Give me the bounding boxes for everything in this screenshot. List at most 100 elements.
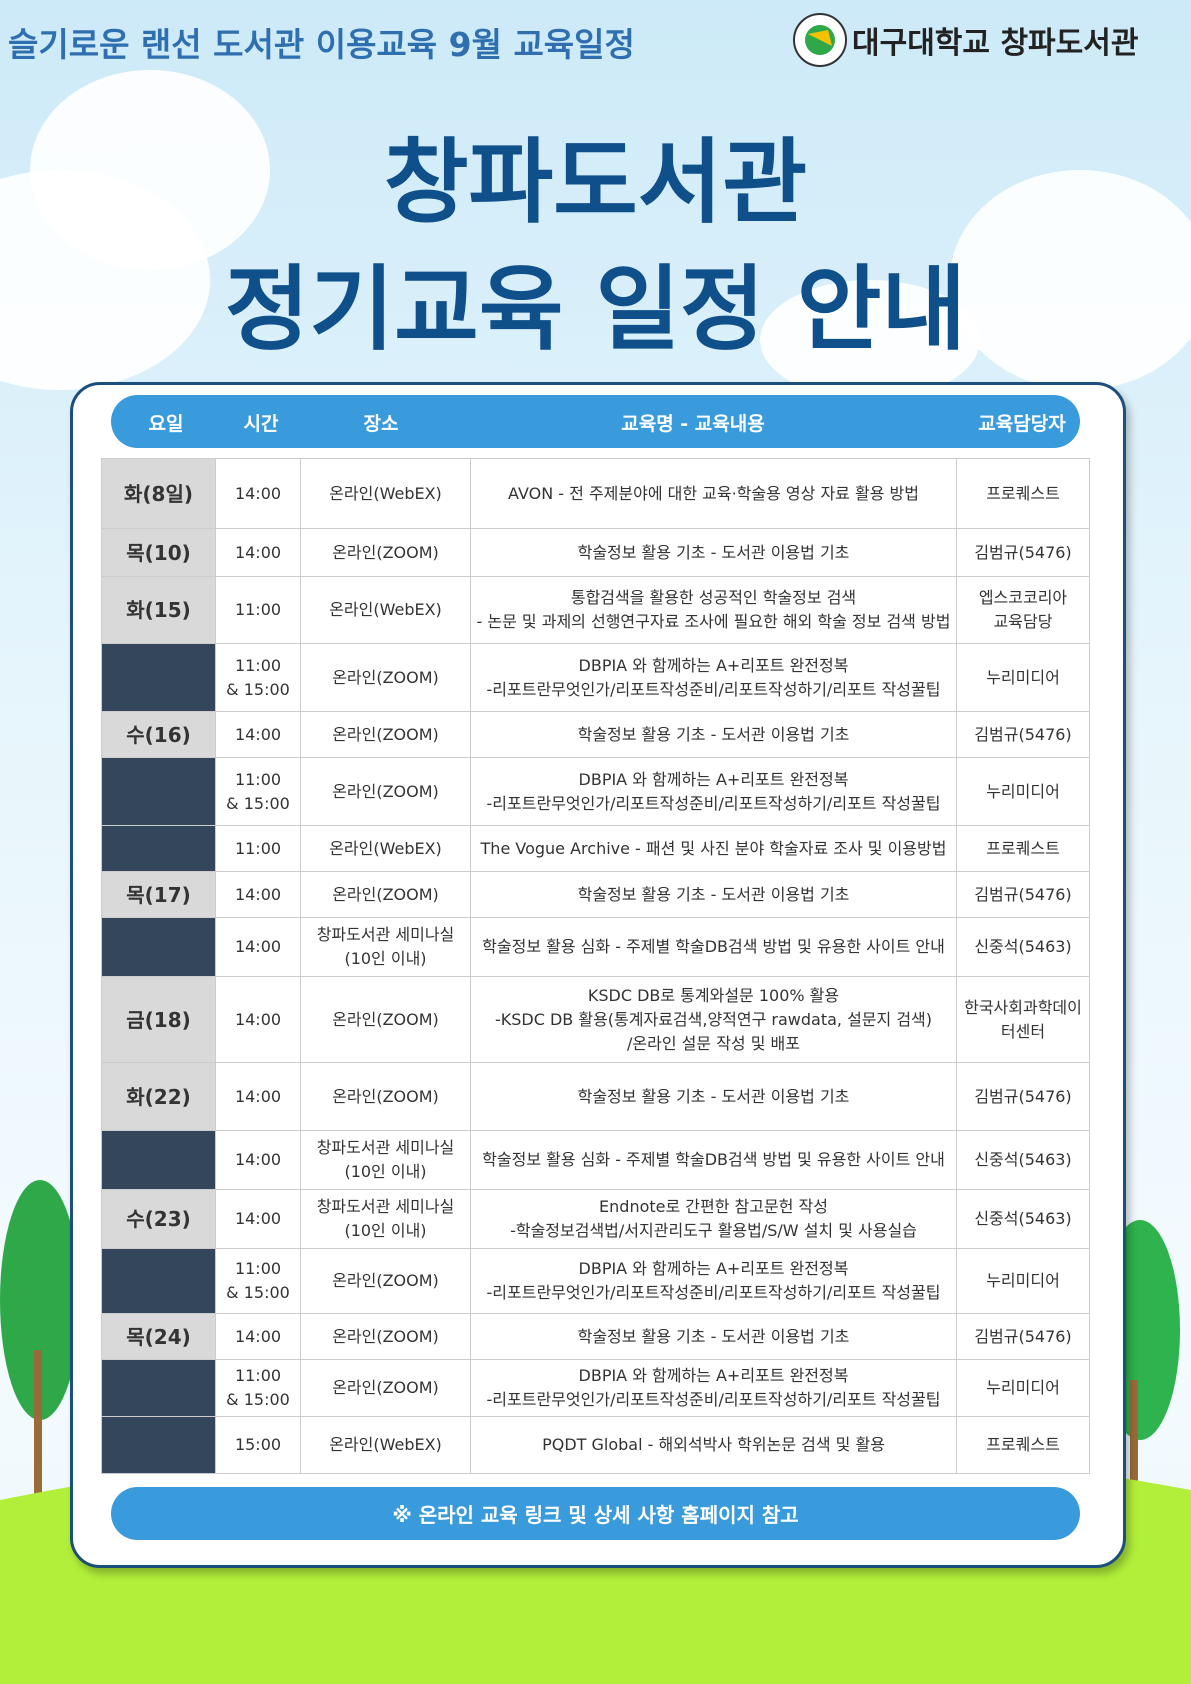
column-header: 시간 <box>243 413 279 435</box>
topic-text: 학술정보 활용 심화 - 주제별 학술DB검색 방법 및 유용한 사이트 안내 <box>482 1150 945 1169</box>
time-line: 11:00 <box>234 655 282 675</box>
time-cell: 11:00 & 15:00 <box>216 1249 301 1314</box>
day-text: 화(22) <box>126 1084 191 1109</box>
day-cell <box>102 918 216 977</box>
staff-text: 김범규(5476) <box>974 724 1072 744</box>
time-text: 14:00 <box>234 884 282 904</box>
staff-text: 누리미디어 <box>986 781 1060 801</box>
topic-cell: Endnote로 간편한 참고문헌 작성 -학술정보검색법/서지관리도구 활용법/… <box>471 1190 957 1249</box>
topic-cell: KSDC DB로 통계와설문 100% 활용 -KSDC DB 활용(통계자료검색… <box>471 977 957 1063</box>
time-text: 14:00 <box>234 483 282 503</box>
day-cell <box>102 826 216 872</box>
topic-line: /온라인 설문 작성 및 배포 <box>627 1033 800 1053</box>
place-cell: 온라인(ZOOM) <box>301 872 471 918</box>
day-cell <box>102 644 216 712</box>
staff-cell: 프로퀘스트 <box>957 459 1090 529</box>
table-header <box>111 395 1080 448</box>
place-cell: 온라인(ZOOM) <box>301 1063 471 1131</box>
staff-text: 프로퀘스트 <box>986 838 1060 858</box>
place-cell: 창파도서관 세미나실 (10인 이내) <box>301 918 471 977</box>
topic-text: 학술정보 활용 기초 - 도서관 이용법 기초 <box>577 1086 850 1106</box>
time-text: 11:00 <box>234 838 282 858</box>
topic-cell: 학술정보 활용 기초 - 도서관 이용법 기초 <box>471 872 957 918</box>
day-text: 수(23) <box>126 1207 191 1231</box>
topic-text: 학술정보 활용 기초 - 도서관 이용법 기초 <box>577 724 850 744</box>
topic-cell: 학술정보 활용 기초 - 도서관 이용법 기초 <box>471 529 957 577</box>
staff-line: 한국사회과학데이 <box>964 997 1082 1017</box>
topic-cell: DBPIA 와 함께하는 A+리포트 완전정복 -리포트란무엇인가/리포트작성준비… <box>471 644 957 712</box>
staff-text: 누리미디어 <box>986 1271 1060 1290</box>
place-line: (10인 이내) <box>344 1221 427 1240</box>
topic-cell: 학술정보 활용 기초 - 도서관 이용법 기초 <box>471 1314 957 1360</box>
staff-cell: 누리미디어 <box>957 1360 1090 1417</box>
topic-cell: AVON - 전 주제분야에 대한 교육·학술용 영상 자료 활용 방법 <box>471 459 957 529</box>
staff-line: 터센터 <box>1000 1021 1046 1041</box>
time-cell: 11:00 & 15:00 <box>216 644 301 712</box>
place-cell: 온라인(ZOOM) <box>301 712 471 758</box>
time-text: 14:00 <box>234 1086 282 1106</box>
day-cell: 수(16) <box>102 712 216 758</box>
day-cell: 수(23) <box>102 1190 216 1249</box>
staff-line: 엡스코코리아 <box>978 588 1068 607</box>
topic-text: AVON - 전 주제분야에 대한 교육·학술용 영상 자료 활용 방법 <box>508 483 919 503</box>
place-line: 창파도서관 세미나실 <box>316 1138 455 1157</box>
place-text: 온라인(ZOOM) <box>332 542 439 562</box>
time-text: 14:00 <box>234 1209 282 1228</box>
staff-text: 김범규(5476) <box>974 1326 1072 1346</box>
place-text: 온라인(ZOOM) <box>332 724 439 744</box>
place-cell: 온라인(ZOOM) <box>301 758 471 826</box>
place-cell: 온라인(WebEX) <box>301 1417 471 1474</box>
time-cell: 14:00 <box>216 1314 301 1360</box>
time-text: 14:00 <box>234 724 282 744</box>
topic-line: -KSDC DB 활용(통계자료검색,양적연구 rawdata, 설문지 검색) <box>494 1009 933 1029</box>
place-text: 온라인(ZOOM) <box>332 667 439 687</box>
staff-cell: 프로퀘스트 <box>957 826 1090 872</box>
topic-line: -리포트란무엇인가/리포트작성준비/리포트작성하기/리포트 작성꿀팁 <box>486 1390 941 1409</box>
place-text: 온라인(WebEX) <box>329 838 442 858</box>
staff-text: 김범규(5476) <box>974 542 1072 562</box>
topic-line: - 논문 및 과제의 선행연구자료 조사에 필요한 해외 학술 정보 검색 방법 <box>476 612 951 631</box>
column-header: 장소 <box>363 413 399 435</box>
staff-text: 김범규(5476) <box>974 1086 1072 1106</box>
topic-cell: 학술정보 활용 기초 - 도서관 이용법 기초 <box>471 712 957 758</box>
staff-cell: 신중석(5463) <box>957 1190 1090 1249</box>
time-line: & 15:00 <box>226 679 290 699</box>
topic-text: 학술정보 활용 심화 - 주제별 학술DB검색 방법 및 유용한 사이트 안내 <box>482 937 945 956</box>
place-text: 온라인(WebEX) <box>329 600 442 619</box>
day-cell <box>102 1417 216 1474</box>
column-header: 교육담당자 <box>978 413 1066 435</box>
topic-line: KSDC DB로 통계와설문 100% 활용 <box>587 985 840 1005</box>
place-cell: 창파도서관 세미나실 (10인 이내) <box>301 1131 471 1190</box>
place-text: 온라인(ZOOM) <box>332 1271 439 1290</box>
topic-line: -리포트란무엇인가/리포트작성준비/리포트작성하기/리포트 작성꿀팁 <box>486 679 941 699</box>
time-text: 14:00 <box>234 1326 282 1346</box>
time-line: & 15:00 <box>226 1390 290 1409</box>
time-cell: 14:00 <box>216 1063 301 1131</box>
staff-text: 신중석(5463) <box>974 1209 1072 1228</box>
day-cell: 화(8일) <box>102 459 216 529</box>
day-cell: 화(22) <box>102 1063 216 1131</box>
time-cell: 14:00 <box>216 918 301 977</box>
footer-note: ※ 온라인 교육 링크 및 상세 사항 홈페이지 참고 <box>111 1487 1080 1540</box>
topic-text: The Vogue Archive - 패션 및 사진 분야 학술자료 조사 및… <box>480 838 947 858</box>
time-cell: 14:00 <box>216 529 301 577</box>
time-cell: 14:00 <box>216 977 301 1063</box>
table: 화(8일) 14:00 온라인(WebEX) AVON - 전 주제분야에 대한 교육… <box>101 458 1090 1474</box>
staff-text: 신중석(5463) <box>974 937 1072 956</box>
day-text: 화(8일) <box>124 481 193 506</box>
day-text: 수(16) <box>126 722 191 747</box>
time-line: 11:00 <box>234 1259 282 1278</box>
topic-line: -리포트란무엇인가/리포트작성준비/리포트작성하기/리포트 작성꿀팁 <box>486 1283 941 1302</box>
day-cell <box>102 758 216 826</box>
day-cell <box>102 1249 216 1314</box>
title-line: 창파도서관 <box>383 129 808 236</box>
time-cell: 14:00 <box>216 1131 301 1190</box>
staff-text: 신중석(5463) <box>974 1150 1072 1169</box>
day-cell: 목(10) <box>102 529 216 577</box>
time-cell: 14:00 <box>216 1190 301 1249</box>
time-cell: 11:00 <box>216 577 301 644</box>
time-line: 11:00 <box>234 769 282 789</box>
topic-cell: The Vogue Archive - 패션 및 사진 분야 학술자료 조사 및… <box>471 826 957 872</box>
staff-cell: 김범규(5476) <box>957 1314 1090 1360</box>
